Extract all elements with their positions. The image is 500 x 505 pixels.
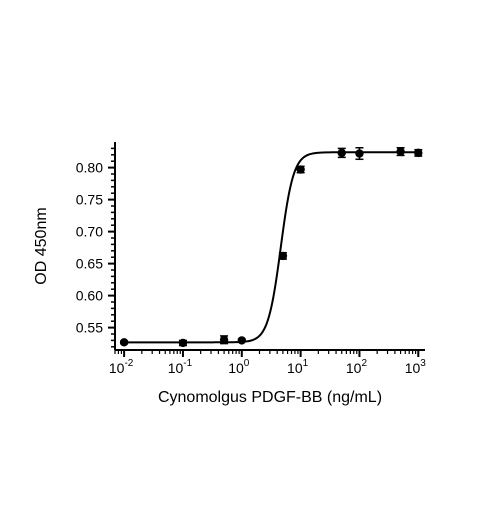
data-point [119, 338, 129, 347]
data-point [414, 148, 423, 158]
x-tick-label: 102 [346, 358, 368, 376]
data-marker [119, 338, 129, 347]
data-marker [178, 338, 188, 348]
data-point [296, 165, 305, 174]
x-axis-title: Cynomolgus PDGF-BB (ng/mL) [158, 389, 382, 406]
data-point [337, 147, 346, 159]
data-marker [414, 148, 423, 158]
data-marker [355, 149, 364, 158]
data-marker [296, 165, 305, 174]
x-tick-label: 101 [287, 358, 309, 376]
y-tick-label: 0.80 [76, 160, 103, 176]
y-tick-label: 0.75 [76, 192, 103, 208]
y-axis-title: OD 450nm [33, 207, 50, 284]
data-point [237, 336, 246, 345]
x-tick-label: 10-2 [109, 358, 134, 376]
y-tick-label: 0.70 [76, 224, 103, 240]
data-marker [278, 251, 288, 261]
x-tick-label: 100 [228, 358, 250, 376]
data-marker [337, 148, 346, 158]
y-tick-label: 0.55 [76, 320, 103, 336]
data-marker [237, 336, 246, 345]
data-point [396, 147, 405, 157]
fit-curve-group [124, 151, 419, 344]
data-marker [219, 335, 229, 344]
x-tick-label: 103 [405, 358, 427, 376]
data-point [219, 335, 229, 345]
x-tick-label: 10-1 [168, 358, 193, 376]
axes: 0.55 0.60 0.65 0.70 0.75 0.80 10-2 10-1 100 101 10… [76, 142, 427, 376]
data-points-group [119, 147, 423, 348]
data-marker [396, 147, 405, 156]
data-point [278, 251, 288, 261]
y-tick-label: 0.60 [76, 288, 103, 304]
data-point [178, 338, 188, 348]
data-point [355, 147, 364, 161]
fit-curve [124, 151, 419, 344]
y-tick-label: 0.65 [76, 256, 103, 272]
